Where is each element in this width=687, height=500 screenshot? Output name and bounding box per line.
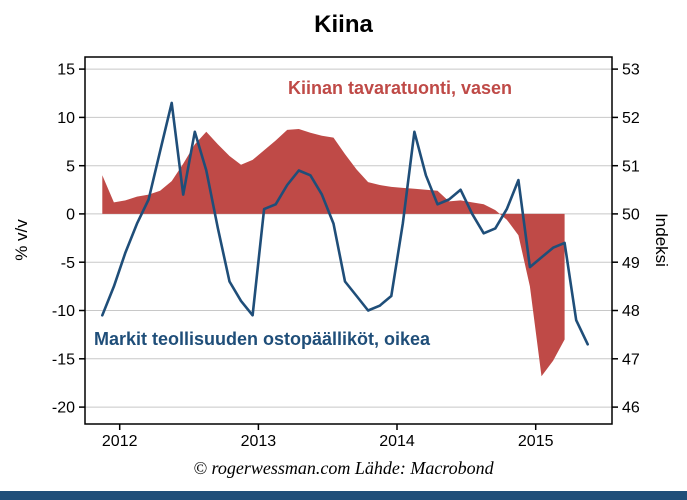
right-tick-label: 46 bbox=[622, 400, 640, 417]
right-tick-label: 47 bbox=[622, 351, 640, 368]
right-axis-title: Indeksi bbox=[652, 213, 671, 267]
left-tick-label: -20 bbox=[52, 400, 75, 417]
annotation-pmi-label: Markit teollisuuden ostopäälliköt, oikea bbox=[94, 329, 431, 349]
plot-border bbox=[84, 56, 613, 425]
year-tick-label: 2012 bbox=[102, 433, 138, 450]
right-tick-label: 52 bbox=[622, 110, 640, 127]
right-tick-label: 51 bbox=[622, 158, 640, 175]
right-tick-label: 49 bbox=[622, 255, 640, 272]
left-tick-label: -10 bbox=[52, 303, 75, 320]
left-tick-label: -5 bbox=[61, 255, 75, 272]
year-tick-label: 2015 bbox=[518, 433, 554, 450]
imports-area-series bbox=[102, 129, 565, 377]
right-tick-label: 53 bbox=[622, 62, 640, 79]
left-tick-label: -15 bbox=[52, 351, 75, 368]
source-credit: © rogerwessman.com Lähde: Macrobond bbox=[193, 458, 494, 478]
right-tick-label: 50 bbox=[622, 207, 640, 224]
left-axis-title: % v/v bbox=[12, 219, 31, 261]
annotation-imports-label: Kiinan tavaratuonti, vasen bbox=[287, 78, 513, 98]
bottom-accent-bar bbox=[0, 491, 687, 500]
left-tick-label: 0 bbox=[66, 207, 75, 224]
right-tick-label: 48 bbox=[622, 303, 640, 320]
left-tick-label: 5 bbox=[66, 158, 75, 175]
chart-title: Kiina bbox=[314, 11, 373, 38]
pmi-line-series bbox=[101, 101, 589, 346]
left-tick-label: 15 bbox=[57, 62, 75, 79]
left-tick-label: 10 bbox=[57, 110, 75, 127]
year-tick-label: 2013 bbox=[241, 433, 277, 450]
year-tick-label: 2014 bbox=[379, 433, 415, 450]
